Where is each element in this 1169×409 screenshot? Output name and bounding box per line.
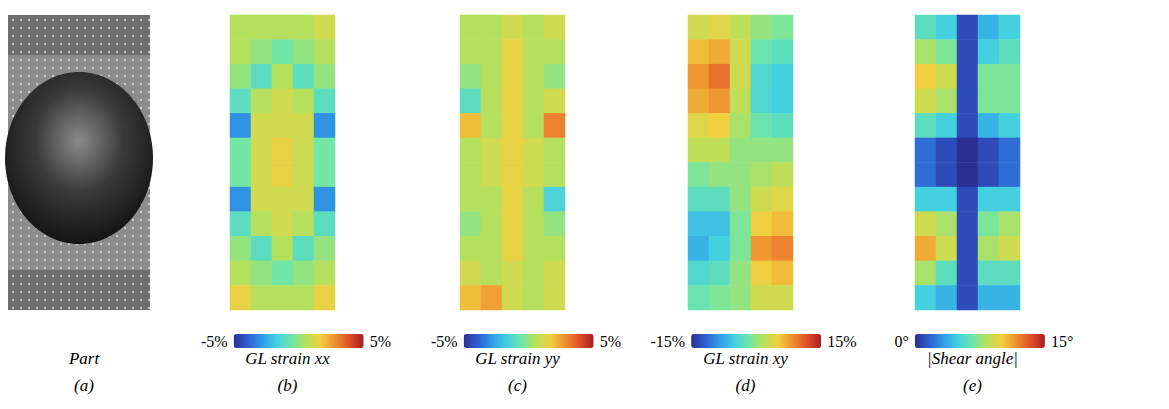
svg-text:15°: 15° — [1051, 333, 1073, 350]
svg-text:5%: 5% — [370, 333, 391, 350]
svg-text:Part: Part — [68, 349, 101, 368]
svg-text:GL strain xy: GL strain xy — [703, 349, 788, 368]
svg-text:-5%: -5% — [201, 333, 228, 350]
svg-text:15%: 15% — [827, 333, 856, 350]
svg-text:5%: 5% — [600, 333, 621, 350]
svg-text:(a): (a) — [74, 376, 94, 395]
svg-text:-5%: -5% — [431, 333, 458, 350]
svg-text:(e): (e) — [963, 376, 982, 395]
svg-text:|Shear angle|: |Shear angle| — [927, 349, 1018, 368]
svg-text:(d): (d) — [736, 376, 756, 395]
svg-text:-15%: -15% — [651, 333, 686, 350]
svg-text:GL strain yy: GL strain yy — [475, 349, 560, 368]
svg-text:(c): (c) — [508, 376, 527, 395]
svg-text:(b): (b) — [278, 376, 298, 395]
svg-text:0°: 0° — [894, 333, 908, 350]
svg-text:GL strain xx: GL strain xx — [245, 349, 330, 368]
